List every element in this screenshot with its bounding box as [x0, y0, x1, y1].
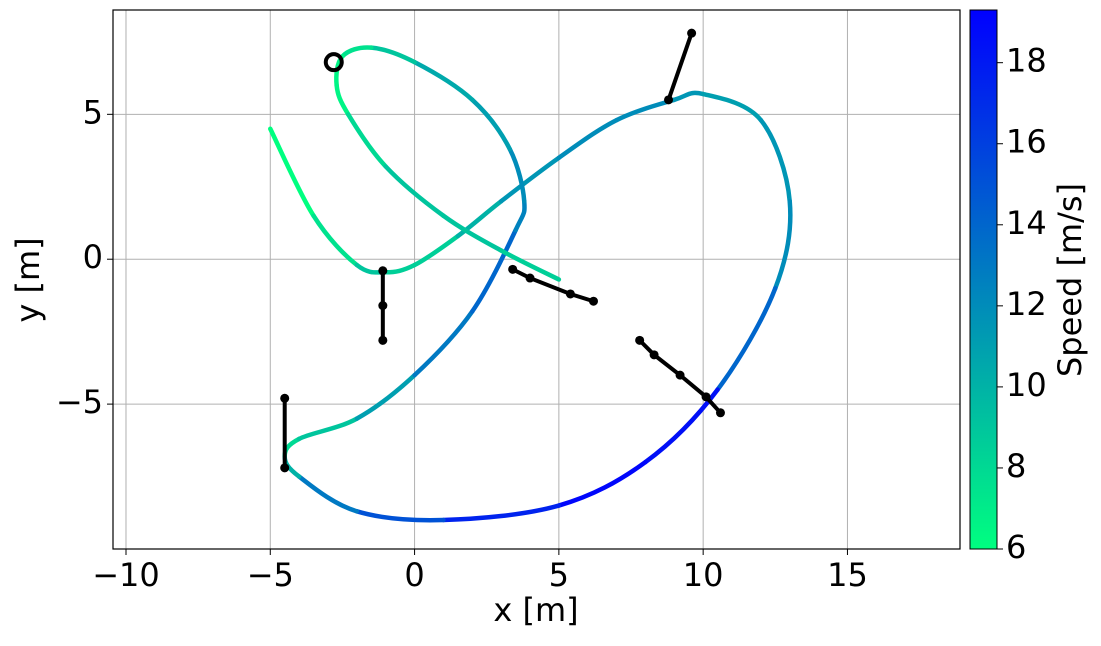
x-tick-label: −10 [92, 556, 160, 594]
segment-point [508, 264, 518, 274]
colorbar-tick-label: 6 [1006, 528, 1026, 566]
x-tick-label: 15 [827, 556, 868, 594]
colorbar-tick-label: 8 [1006, 447, 1026, 485]
colorbar-tick-label: 12 [1006, 285, 1047, 323]
trajectory-segment [507, 146, 527, 204]
segment-point [635, 335, 645, 345]
trajectory-segment [311, 213, 360, 268]
trajectory-segment [700, 91, 764, 123]
trajectory-segment [345, 112, 388, 169]
trajectory-segment [672, 90, 706, 103]
trajectory-segment [758, 117, 792, 204]
y-tick-label: 5 [83, 93, 103, 131]
segment-point [715, 408, 725, 418]
trajectory-segment [354, 372, 417, 421]
trajectory-segment [556, 459, 648, 508]
segment-point [378, 301, 388, 311]
trajectory-segment [340, 45, 374, 59]
segment-point [525, 273, 535, 283]
trajectory-segment [455, 199, 504, 239]
segment-point [649, 350, 659, 360]
segment-point [280, 463, 290, 473]
y-tick-label: 0 [83, 238, 103, 276]
trajectory-segment [383, 262, 417, 275]
segment-point [664, 95, 674, 105]
trajectory-segment [715, 285, 778, 392]
trajectory-segment [383, 164, 446, 218]
trajectory-segment [334, 83, 351, 117]
trajectory-segment [412, 309, 475, 378]
trajectory-segment [296, 416, 360, 442]
colorbar-tick-label: 14 [1006, 204, 1047, 242]
trajectory-segment [470, 97, 513, 152]
plot-frame [112, 9, 961, 550]
trajectory-segment [498, 155, 562, 204]
segment-point [565, 289, 575, 299]
trajectory-segment [296, 474, 360, 514]
segment-point [687, 28, 697, 38]
y-axis-label: y [m] [9, 237, 47, 322]
segment-line [666, 32, 694, 101]
trajectory-segment [412, 233, 461, 268]
trajectory-segment [513, 199, 527, 233]
trajectory-segment [556, 117, 619, 161]
x-tick-label: −5 [247, 556, 294, 594]
trajectory-segment [441, 503, 562, 523]
colorbar-tick-label: 10 [1006, 366, 1047, 404]
segment-point [588, 296, 598, 306]
trajectory-segment [643, 387, 720, 465]
colorbar-tick-label: 18 [1006, 42, 1047, 80]
x-axis-label: x [m] [493, 591, 578, 629]
segment-point [378, 266, 388, 276]
segment-point [378, 335, 388, 345]
y-tick-label: −5 [56, 383, 103, 421]
trajectory-segment [369, 45, 417, 65]
segment-point [701, 392, 711, 402]
trajectory-segment [470, 227, 518, 314]
trajectory-segment [282, 436, 302, 459]
start-marker [323, 52, 344, 73]
colorbar-tick-label: 16 [1006, 123, 1047, 161]
colorbar-label: Speed [m/s] [1051, 183, 1089, 377]
trajectory-segment [268, 126, 316, 218]
trajectory-segment [773, 199, 793, 291]
colorbar [969, 9, 998, 550]
trajectory-segment [412, 59, 475, 103]
trajectory-segment [498, 248, 562, 282]
x-tick-label: 5 [549, 556, 569, 594]
trajectory-segment [441, 213, 504, 253]
segment-line [511, 267, 595, 304]
segment-point [675, 370, 685, 380]
segment-point [280, 393, 290, 403]
trajectory-segment [354, 509, 446, 523]
x-tick-label: 0 [404, 556, 424, 594]
x-tick-label: 10 [683, 556, 724, 594]
